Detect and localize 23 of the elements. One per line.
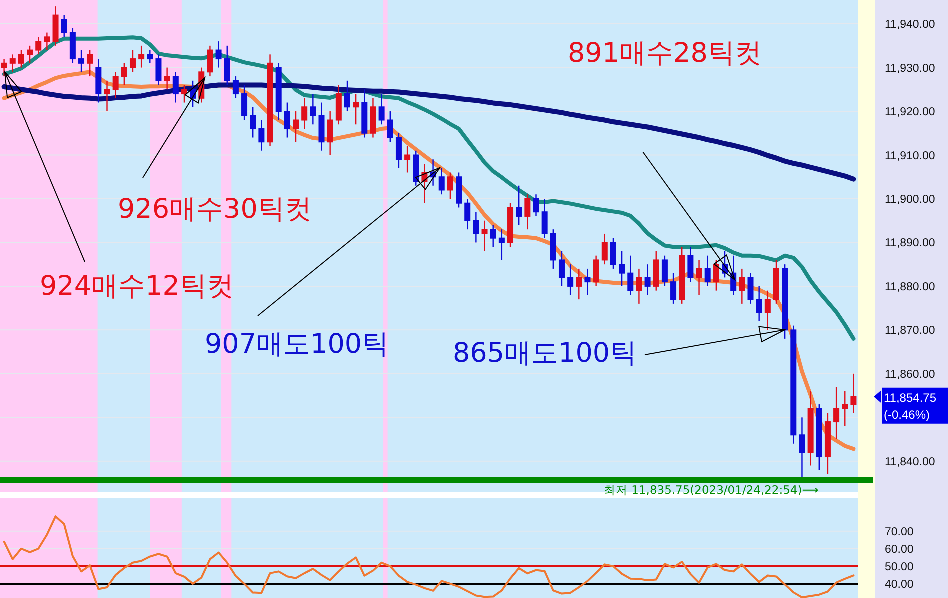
y-tick-label: 11,840.00 xyxy=(885,456,936,468)
text: (-0.46%) xyxy=(884,408,930,422)
y-tick-label: 11,870.00 xyxy=(885,325,936,338)
y-tick-label: 50.00 xyxy=(885,561,914,574)
ref-line-label: 최저 11,835.75(2023/01/24,22:54)⟶ xyxy=(604,482,819,497)
line-series xyxy=(3,516,855,598)
y-tick-label: 11,860.00 xyxy=(885,368,936,381)
y-tick-label: 40.00 xyxy=(885,578,914,591)
text: 11,854.75 xyxy=(884,390,937,405)
annotation: 926매수30틱컷 xyxy=(118,194,312,225)
annotation: 907매도100틱 xyxy=(205,329,390,360)
y-tick-label: 11,940.00 xyxy=(885,19,936,32)
y-tick-label: 11,920.00 xyxy=(885,106,936,119)
y-tick-label: 11,890.00 xyxy=(885,238,936,250)
annotation: 924매수12틱컷 xyxy=(40,271,234,302)
y-tick-label: 11,900.00 xyxy=(885,194,936,206)
y-tick-label: 11,910.00 xyxy=(885,150,936,162)
y-tick-label: 60.00 xyxy=(885,544,914,556)
annotation: 891매수28틱컷 xyxy=(568,38,762,69)
annotation: 865매도100틱 xyxy=(453,338,638,369)
y-tick-label: 11,930.00 xyxy=(885,62,936,75)
y-tick-label: 11,880.00 xyxy=(885,281,936,294)
y-tick-label: 70.00 xyxy=(885,526,914,538)
